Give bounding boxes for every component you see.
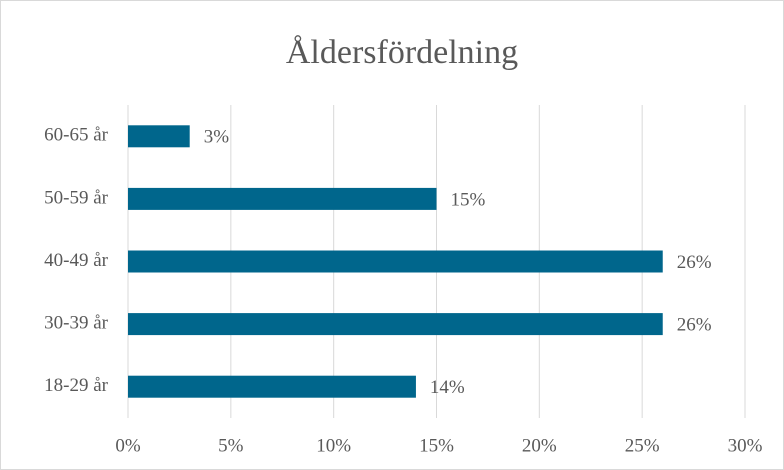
- x-tick-label: 30%: [728, 435, 763, 456]
- y-tick-label: 40-49 år: [44, 250, 109, 271]
- x-tick-label: 0%: [115, 435, 141, 456]
- data-label: 14%: [430, 377, 465, 398]
- chart-title: Åldersfördelning: [286, 34, 518, 71]
- bar: [128, 375, 416, 398]
- bar: [128, 250, 663, 273]
- x-tick-label: 5%: [218, 435, 244, 456]
- data-label: 26%: [677, 252, 712, 273]
- y-tick-label: 18-29 år: [44, 375, 109, 396]
- bar: [128, 313, 663, 336]
- x-tick-label: 20%: [522, 435, 557, 456]
- x-tick-label: 10%: [316, 435, 351, 456]
- y-tick-label: 60-65 år: [44, 125, 109, 146]
- x-tick-label: 15%: [419, 435, 454, 456]
- x-tick-label: 25%: [625, 435, 660, 456]
- bar: [128, 125, 190, 148]
- y-tick-label: 50-59 år: [44, 187, 109, 208]
- data-label: 26%: [677, 314, 712, 335]
- data-label: 3%: [204, 127, 230, 148]
- y-tick-label: 30-39 år: [44, 312, 109, 333]
- data-label: 15%: [451, 189, 486, 210]
- bar: [128, 187, 437, 210]
